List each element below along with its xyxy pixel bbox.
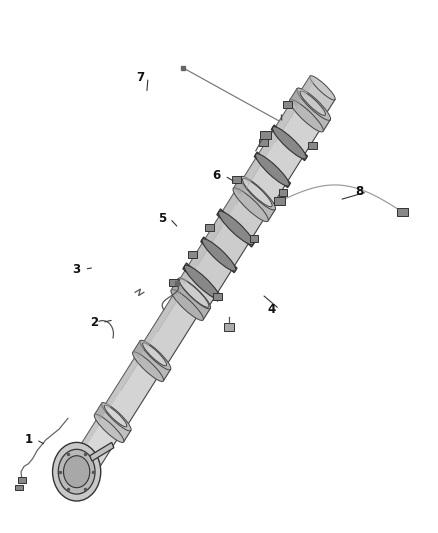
Ellipse shape bbox=[235, 190, 265, 219]
Ellipse shape bbox=[178, 278, 211, 309]
Ellipse shape bbox=[297, 88, 331, 120]
Ellipse shape bbox=[179, 279, 209, 307]
Polygon shape bbox=[217, 209, 255, 247]
Polygon shape bbox=[259, 140, 268, 147]
Polygon shape bbox=[183, 263, 221, 301]
Polygon shape bbox=[290, 88, 304, 107]
Polygon shape bbox=[133, 341, 171, 381]
Ellipse shape bbox=[202, 239, 236, 271]
Ellipse shape bbox=[171, 289, 203, 320]
Polygon shape bbox=[308, 142, 317, 149]
Polygon shape bbox=[104, 356, 158, 426]
Text: 6: 6 bbox=[213, 169, 221, 182]
Polygon shape bbox=[68, 418, 102, 468]
Ellipse shape bbox=[243, 179, 272, 207]
Polygon shape bbox=[201, 237, 237, 273]
Polygon shape bbox=[232, 176, 241, 183]
Polygon shape bbox=[233, 177, 276, 221]
Polygon shape bbox=[180, 191, 265, 306]
Polygon shape bbox=[205, 224, 214, 231]
Circle shape bbox=[58, 449, 95, 494]
Ellipse shape bbox=[219, 211, 254, 245]
Text: 8: 8 bbox=[355, 185, 363, 198]
Ellipse shape bbox=[104, 405, 127, 427]
Ellipse shape bbox=[94, 414, 124, 442]
Polygon shape bbox=[224, 322, 234, 330]
Ellipse shape bbox=[133, 352, 164, 382]
Polygon shape bbox=[300, 76, 315, 96]
Polygon shape bbox=[300, 76, 335, 115]
Polygon shape bbox=[213, 293, 222, 300]
Text: 1: 1 bbox=[25, 433, 32, 446]
Ellipse shape bbox=[255, 154, 289, 186]
Text: 7: 7 bbox=[136, 71, 144, 84]
Text: 5: 5 bbox=[158, 212, 166, 225]
Ellipse shape bbox=[291, 101, 321, 130]
Polygon shape bbox=[283, 101, 292, 108]
Ellipse shape bbox=[136, 355, 159, 377]
Polygon shape bbox=[95, 403, 131, 442]
Polygon shape bbox=[243, 102, 297, 184]
Polygon shape bbox=[68, 418, 119, 483]
Ellipse shape bbox=[310, 76, 335, 100]
Ellipse shape bbox=[300, 91, 325, 116]
Polygon shape bbox=[104, 356, 141, 410]
Circle shape bbox=[53, 442, 101, 501]
Polygon shape bbox=[271, 125, 307, 160]
Polygon shape bbox=[290, 88, 330, 131]
Ellipse shape bbox=[143, 343, 166, 366]
Ellipse shape bbox=[184, 265, 219, 299]
Polygon shape bbox=[95, 403, 108, 420]
Polygon shape bbox=[254, 152, 290, 188]
Ellipse shape bbox=[98, 417, 119, 438]
Polygon shape bbox=[180, 191, 241, 285]
Ellipse shape bbox=[140, 340, 171, 370]
Polygon shape bbox=[18, 477, 26, 483]
Polygon shape bbox=[250, 235, 258, 242]
Ellipse shape bbox=[290, 100, 323, 132]
Polygon shape bbox=[243, 102, 321, 206]
Polygon shape bbox=[15, 485, 23, 490]
Ellipse shape bbox=[233, 188, 268, 222]
Polygon shape bbox=[233, 177, 247, 195]
Ellipse shape bbox=[272, 127, 306, 159]
Polygon shape bbox=[188, 252, 197, 259]
Polygon shape bbox=[275, 197, 285, 206]
Polygon shape bbox=[260, 131, 271, 139]
Polygon shape bbox=[90, 442, 114, 461]
Text: 4: 4 bbox=[268, 303, 276, 316]
Circle shape bbox=[64, 456, 90, 488]
Polygon shape bbox=[143, 293, 179, 348]
Polygon shape bbox=[171, 278, 210, 320]
Ellipse shape bbox=[240, 176, 276, 210]
Polygon shape bbox=[143, 293, 198, 365]
Ellipse shape bbox=[102, 402, 131, 431]
Polygon shape bbox=[133, 341, 146, 358]
Polygon shape bbox=[169, 279, 177, 286]
Ellipse shape bbox=[174, 293, 198, 316]
Polygon shape bbox=[397, 208, 408, 216]
Text: 3: 3 bbox=[73, 263, 81, 276]
Ellipse shape bbox=[68, 464, 89, 484]
Polygon shape bbox=[171, 278, 185, 296]
Text: 2: 2 bbox=[90, 316, 98, 329]
Polygon shape bbox=[279, 189, 287, 196]
